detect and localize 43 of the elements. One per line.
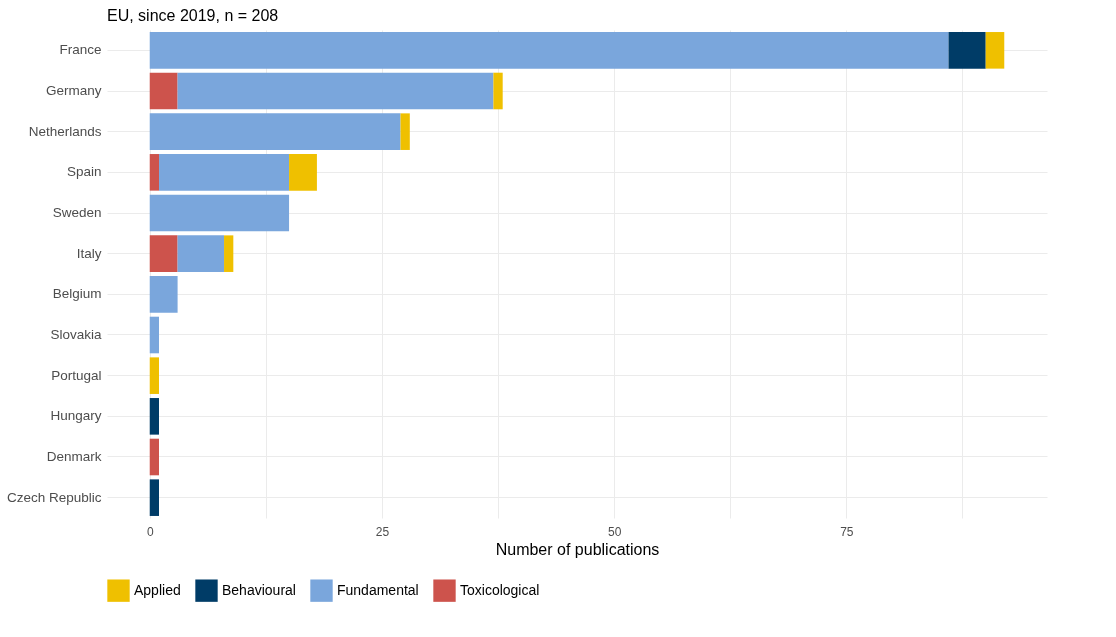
bar (149, 113, 401, 150)
x-tick-label: 0 (146, 524, 154, 539)
bar (149, 72, 178, 110)
legend-label: Toxicological (460, 581, 540, 598)
legend-label: Behavioural (222, 581, 296, 598)
y-tick-label: Sweden (52, 205, 102, 220)
y-tick-label: France (59, 42, 102, 58)
bar (149, 32, 949, 69)
y-tick-label: Spain (66, 164, 102, 180)
bar (400, 113, 410, 150)
x-axis-title: Number of publications (495, 540, 660, 558)
bar (149, 316, 160, 354)
y-tick-label: Belgium (52, 286, 102, 302)
x-tick-label: 50 (607, 524, 622, 539)
chart-title: EU, since 2019, n = 208 (107, 7, 279, 24)
legend-label: Fundamental (337, 581, 419, 598)
bar (159, 154, 290, 191)
bar (493, 72, 503, 110)
bar (149, 479, 160, 516)
x-tick-label: 75 (840, 524, 854, 539)
bar (149, 438, 160, 476)
y-tick-label: Italy (76, 245, 102, 261)
bar (289, 154, 317, 191)
y-tick-label: Germany (45, 83, 102, 98)
bar (948, 32, 986, 69)
bar (149, 194, 290, 232)
y-tick-label: Slovakia (50, 327, 102, 342)
bar (149, 276, 178, 313)
y-tick-label: Portugal (51, 367, 102, 383)
y-tick-label: Czech Republic (6, 489, 102, 505)
bar (149, 154, 160, 191)
bar (149, 398, 160, 435)
bar (149, 357, 160, 394)
bar (177, 72, 494, 110)
legend-label: Applied (134, 581, 181, 598)
bar (149, 235, 178, 272)
y-tick-label: Netherlands (28, 123, 102, 139)
bar (177, 235, 225, 272)
y-tick-label: Hungary (50, 408, 102, 424)
y-tick-label: Denmark (46, 449, 102, 464)
bar (985, 32, 1005, 69)
x-tick-label: 25 (375, 524, 390, 539)
bar (224, 235, 234, 272)
